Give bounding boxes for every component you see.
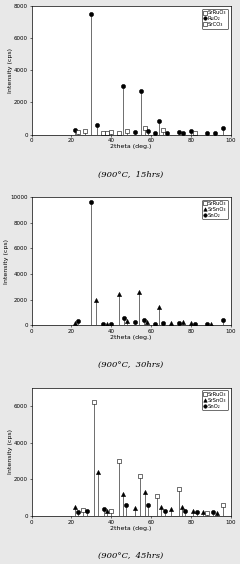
Text: (900°C,  15hrs): (900°C, 15hrs) bbox=[98, 170, 164, 178]
X-axis label: 2theta (deg.): 2theta (deg.) bbox=[110, 526, 152, 531]
Legend: SrRuO₃, SrSnO₃, SnO₂: SrRuO₃, SrSnO₃, SnO₂ bbox=[202, 390, 228, 410]
Text: (900°C,  30hrs): (900°C, 30hrs) bbox=[98, 361, 164, 369]
Y-axis label: Intensity (cps): Intensity (cps) bbox=[8, 429, 13, 474]
Y-axis label: Intensity (cps): Intensity (cps) bbox=[4, 239, 9, 284]
X-axis label: 2theta (deg.): 2theta (deg.) bbox=[110, 144, 152, 149]
Text: (900°C,  45hrs): (900°C, 45hrs) bbox=[98, 552, 164, 560]
Legend: SrRuO₃, SrSnO₃, SnO₂: SrRuO₃, SrSnO₃, SnO₂ bbox=[202, 200, 228, 219]
Legend: SrRuO₃, RuO₂, SrCO₃: SrRuO₃, RuO₂, SrCO₃ bbox=[202, 9, 228, 29]
X-axis label: 2theta (deg.): 2theta (deg.) bbox=[110, 335, 152, 340]
Y-axis label: Intensity (cps): Intensity (cps) bbox=[8, 48, 13, 93]
